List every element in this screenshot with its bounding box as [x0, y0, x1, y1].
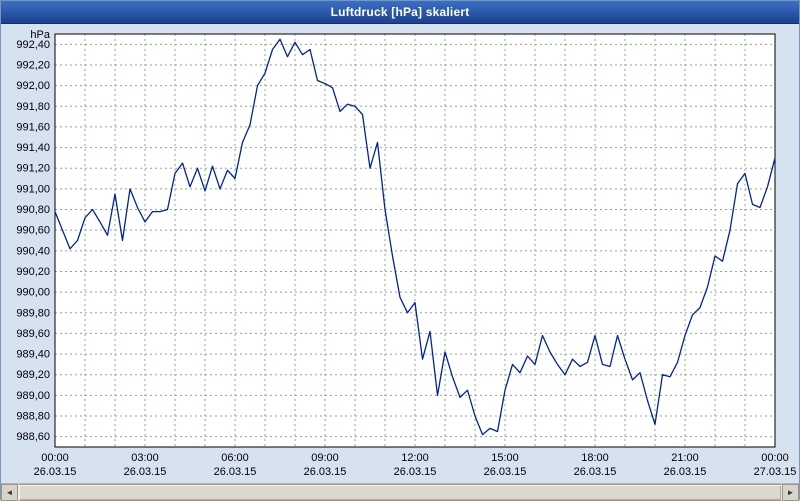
svg-text:989,00: 989,00 [16, 390, 50, 402]
scroll-left-button[interactable]: ◄ [1, 484, 18, 501]
svg-text:989,20: 989,20 [16, 369, 50, 381]
svg-text:26.03.15: 26.03.15 [34, 466, 77, 478]
svg-text:hPa: hPa [30, 29, 50, 41]
svg-text:26.03.15: 26.03.15 [214, 466, 257, 478]
svg-text:26.03.15: 26.03.15 [124, 466, 167, 478]
svg-text:990,20: 990,20 [16, 266, 50, 278]
svg-text:26.03.15: 26.03.15 [574, 466, 617, 478]
svg-text:991,80: 991,80 [16, 101, 50, 113]
scroll-right-button[interactable]: ► [782, 484, 799, 501]
scroll-right-icon: ► [786, 488, 795, 497]
svg-text:26.03.15: 26.03.15 [304, 466, 347, 478]
pressure-line-chart: 988,60 988,80 989,00 989,20 989,40 989,60 989,… [16, 29, 797, 478]
svg-text:00:00: 00:00 [761, 452, 789, 464]
svg-text:26.03.15: 26.03.15 [484, 466, 527, 478]
svg-text:991,40: 991,40 [16, 142, 50, 154]
svg-text:990,80: 990,80 [16, 204, 50, 216]
svg-text:03:00: 03:00 [131, 452, 159, 464]
horizontal-scrollbar[interactable]: ◄ ► [1, 483, 799, 501]
svg-text:09:00: 09:00 [311, 452, 339, 464]
chart-container: 988,60 988,80 989,00 989,20 989,40 989,60 989,… [1, 24, 799, 483]
svg-text:991,00: 991,00 [16, 183, 50, 195]
svg-text:989,60: 989,60 [16, 328, 50, 340]
svg-text:989,40: 989,40 [16, 349, 50, 361]
svg-text:990,00: 990,00 [16, 287, 50, 299]
svg-text:00:00: 00:00 [41, 452, 69, 464]
svg-text:992,00: 992,00 [16, 80, 50, 92]
svg-text:991,20: 991,20 [16, 163, 50, 175]
svg-text:988,80: 988,80 [16, 411, 50, 423]
svg-text:990,60: 990,60 [16, 225, 50, 237]
window-title: Luftdruck [hPa] skaliert [330, 5, 470, 19]
svg-text:26.03.15: 26.03.15 [664, 466, 707, 478]
svg-text:12:00: 12:00 [401, 452, 429, 464]
svg-text:988,60: 988,60 [16, 431, 50, 443]
scrollbar-thumb[interactable] [19, 484, 781, 501]
svg-text:990,40: 990,40 [16, 245, 50, 257]
svg-text:989,80: 989,80 [16, 307, 50, 319]
window-titlebar[interactable]: Luftdruck [hPa] skaliert [1, 1, 799, 24]
svg-text:06:00: 06:00 [221, 452, 249, 464]
svg-text:992,20: 992,20 [16, 59, 50, 71]
svg-text:27.03.15: 27.03.15 [754, 466, 797, 478]
svg-text:21:00: 21:00 [671, 452, 699, 464]
svg-text:26.03.15: 26.03.15 [394, 466, 437, 478]
svg-text:991,60: 991,60 [16, 121, 50, 133]
scroll-left-icon: ◄ [5, 488, 14, 497]
svg-text:992,40: 992,40 [16, 39, 50, 51]
svg-text:18:00: 18:00 [581, 452, 609, 464]
svg-text:15:00: 15:00 [491, 452, 519, 464]
